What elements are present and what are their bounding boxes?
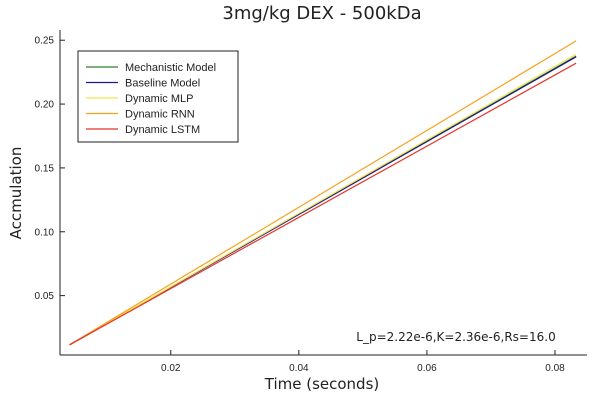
plot-frame bbox=[59, 30, 587, 356]
y-ticks: 0.05 0.10 0.15 0.20 0.25 bbox=[35, 36, 65, 302]
legend-items: Mechanistic Model Baseline Model Dynamic M… bbox=[86, 62, 216, 136]
legend-label: Dynamic RNN bbox=[125, 109, 195, 121]
x-ticks: 0.02 0.04 0.06 0.08 bbox=[161, 350, 565, 374]
parameter-annotation: L_p=2.22e-6,K=2.36e-6,Rs=16.0 bbox=[356, 330, 555, 344]
x-tick-label: 0.02 bbox=[161, 363, 181, 374]
legend-label: Mechanistic Model bbox=[125, 62, 216, 74]
y-tick-label: 0.10 bbox=[35, 227, 55, 238]
chart-title: 3mg/kg DEX - 500kDa bbox=[222, 3, 421, 24]
x-axis-label: Time (seconds) bbox=[264, 375, 380, 393]
x-tick-label: 0.06 bbox=[417, 363, 437, 374]
x-tick-label: 0.04 bbox=[289, 363, 309, 374]
series-lines bbox=[69, 40, 577, 346]
series-line-dynamic-lstm bbox=[69, 62, 577, 346]
y-axis-label: Accmulation bbox=[7, 147, 25, 240]
legend-label: Dynamic LSTM bbox=[125, 124, 200, 136]
legend: Mechanistic Model Baseline Model Dynamic M… bbox=[77, 50, 239, 143]
legend-label: Dynamic MLP bbox=[125, 93, 193, 105]
series-line-dynamic-rnn bbox=[69, 40, 577, 346]
series-line-dynamic-mlp bbox=[69, 53, 577, 346]
y-tick-label: 0.15 bbox=[35, 163, 55, 174]
y-tick-label: 0.20 bbox=[35, 100, 55, 111]
legend-box bbox=[77, 50, 239, 143]
x-tick-label: 0.08 bbox=[545, 363, 565, 374]
y-tick-label: 0.05 bbox=[35, 291, 55, 302]
legend-label: Baseline Model bbox=[125, 78, 200, 90]
y-tick-label: 0.25 bbox=[35, 36, 55, 47]
